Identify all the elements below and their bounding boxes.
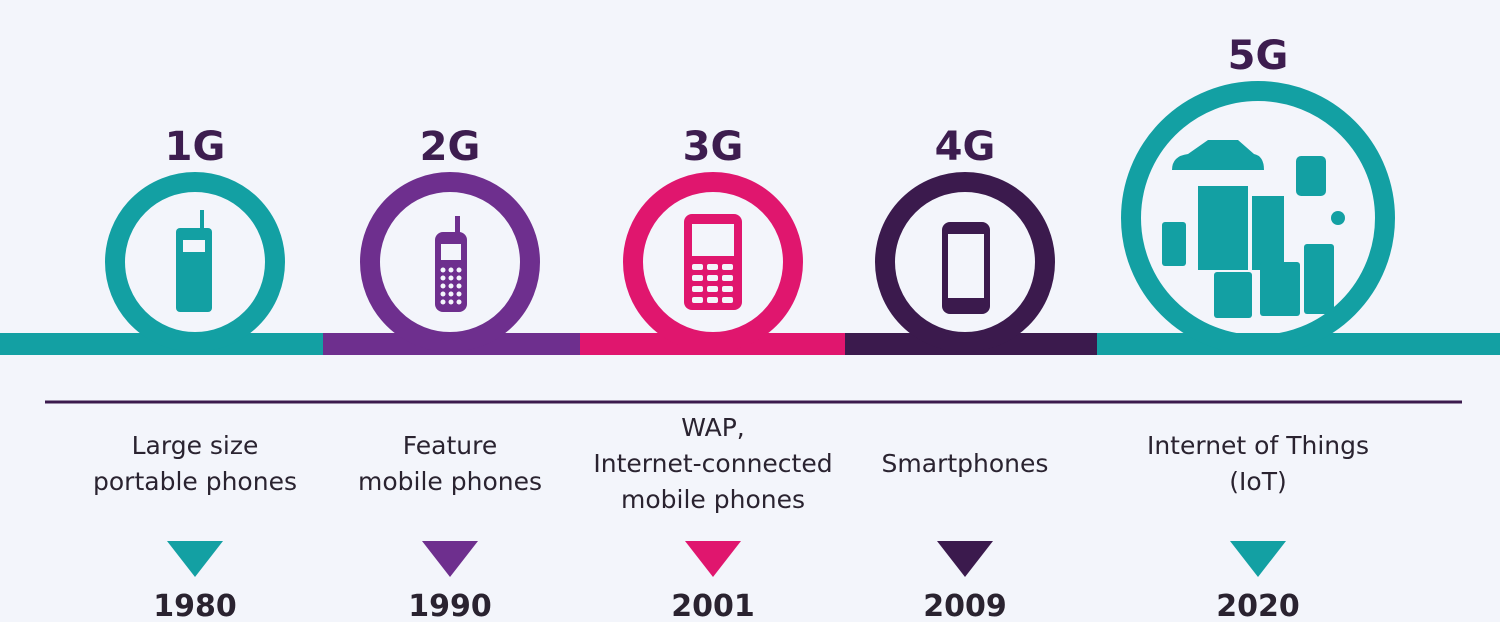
device-icon bbox=[176, 210, 212, 312]
year-marker bbox=[937, 541, 993, 577]
icon-bulb bbox=[1331, 211, 1345, 225]
icon-key bbox=[448, 299, 454, 305]
icon-key bbox=[692, 297, 703, 303]
icon-building bbox=[1198, 186, 1248, 270]
generation-label: 3G bbox=[683, 124, 744, 170]
generation-description: WAP, bbox=[681, 413, 744, 442]
year-marker bbox=[685, 541, 741, 577]
year-marker bbox=[1230, 541, 1286, 577]
icon-car bbox=[1172, 140, 1264, 170]
generation-description: mobile phones bbox=[358, 467, 542, 496]
icon-key bbox=[707, 286, 718, 292]
icon-key bbox=[440, 299, 446, 305]
year-label: 1990 bbox=[408, 589, 492, 622]
icon-part bbox=[692, 224, 734, 256]
generation-ring bbox=[623, 172, 803, 352]
device-icon bbox=[435, 216, 467, 312]
icon-key bbox=[448, 267, 454, 273]
generation-description: mobile phones bbox=[621, 485, 805, 514]
generation-label: 2G bbox=[420, 124, 481, 170]
year-marker bbox=[167, 541, 223, 577]
icon-part bbox=[455, 216, 460, 234]
icon-key bbox=[707, 264, 718, 270]
icon-key bbox=[456, 299, 462, 305]
generation-ring bbox=[105, 172, 285, 352]
generation-description: portable phones bbox=[93, 467, 297, 496]
year-label: 1980 bbox=[153, 589, 237, 622]
icon-key bbox=[456, 291, 462, 297]
icon-key bbox=[722, 275, 733, 281]
icon-key bbox=[707, 297, 718, 303]
icon-part bbox=[948, 234, 984, 298]
icon-key bbox=[448, 275, 454, 281]
icon-tablet bbox=[1214, 272, 1252, 318]
generation-description: Smartphones bbox=[882, 449, 1049, 478]
generation-description: Feature bbox=[403, 431, 497, 460]
device-icon bbox=[942, 222, 990, 314]
icon-key bbox=[448, 283, 454, 289]
icon-train bbox=[1296, 156, 1326, 196]
icon-key bbox=[456, 283, 462, 289]
icon-washer bbox=[1260, 262, 1300, 316]
year-label: 2020 bbox=[1216, 589, 1300, 622]
generation-label: 4G bbox=[935, 124, 996, 170]
icon-key bbox=[692, 275, 703, 281]
generation-ring bbox=[875, 172, 1055, 352]
year-marker bbox=[422, 541, 478, 577]
icon-key bbox=[722, 264, 733, 270]
icon-building bbox=[1252, 196, 1284, 270]
icon-key bbox=[440, 267, 446, 273]
generation-description: Large size bbox=[132, 431, 259, 460]
icon-key bbox=[456, 275, 462, 281]
icon-key bbox=[722, 286, 733, 292]
year-label: 2009 bbox=[923, 589, 1007, 622]
icon-key bbox=[722, 297, 733, 303]
icon-key bbox=[707, 275, 718, 281]
icon-key bbox=[448, 291, 454, 297]
icon-part bbox=[441, 244, 461, 260]
year-label: 2001 bbox=[671, 589, 755, 622]
device-icon bbox=[1162, 140, 1345, 318]
icon-part bbox=[200, 210, 204, 230]
icon-speaker bbox=[1304, 244, 1334, 314]
icon-key bbox=[440, 275, 446, 281]
icon-key bbox=[440, 283, 446, 289]
device-icon bbox=[684, 214, 742, 310]
generation-description: Internet of Things bbox=[1147, 431, 1369, 460]
generation-description: (IoT) bbox=[1229, 467, 1286, 496]
icon-key bbox=[692, 286, 703, 292]
icon-key bbox=[440, 291, 446, 297]
icon-phone bbox=[1162, 222, 1186, 266]
icon-key bbox=[692, 264, 703, 270]
icon-key bbox=[456, 267, 462, 273]
generation-ring bbox=[360, 172, 540, 352]
generation-label: 1G bbox=[165, 124, 226, 170]
generation-label: 5G bbox=[1228, 33, 1289, 79]
generation-description: Internet-connected bbox=[593, 449, 832, 478]
icon-part bbox=[183, 240, 205, 252]
generation-ring bbox=[1121, 81, 1395, 355]
